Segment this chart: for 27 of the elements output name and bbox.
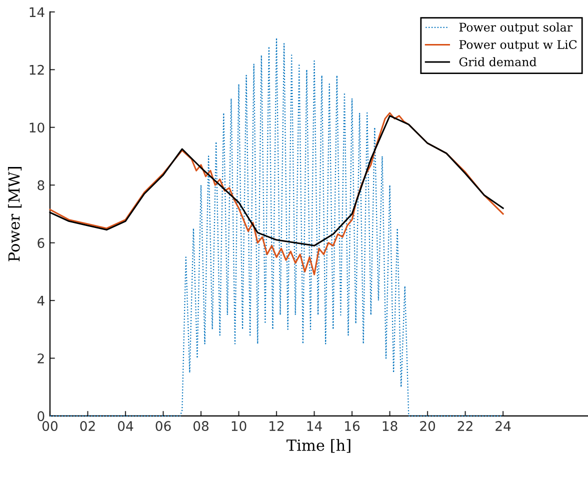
x-tick-label: 04 bbox=[118, 421, 134, 432]
x-tick-label: 20 bbox=[420, 421, 436, 432]
x-tick-label: 16 bbox=[345, 421, 360, 432]
y-axis-title: Power [MW] bbox=[8, 167, 22, 262]
x-tick-label: 14 bbox=[307, 421, 322, 431]
x-tick-label: 22 bbox=[458, 421, 472, 431]
x-tick-label: 18 bbox=[382, 421, 398, 432]
y-tick-label: 10 bbox=[30, 122, 44, 133]
legend-label: Power output solar bbox=[459, 22, 572, 34]
x-axis-title: Time [h] bbox=[286, 439, 350, 453]
x-tick-label: 12 bbox=[270, 421, 284, 431]
x-tick-label: 24 bbox=[496, 421, 511, 431]
legend-label: Grid demand bbox=[459, 57, 536, 66]
x-tick-label: 10 bbox=[232, 421, 246, 432]
y-tick-label: 12 bbox=[30, 64, 44, 75]
y-tick-label: 0 bbox=[38, 411, 44, 422]
x-tick-label: 08 bbox=[193, 421, 208, 432]
x-tick-label: 02 bbox=[80, 421, 95, 432]
legend-label: Power output w LiC bbox=[459, 40, 577, 52]
y-tick-label: 8 bbox=[38, 180, 44, 190]
y-tick-label: 4 bbox=[37, 296, 44, 306]
x-tick-label: 06 bbox=[156, 421, 171, 432]
y-tick-label: 6 bbox=[38, 238, 44, 248]
line-series bbox=[49, 112, 504, 276]
x-tick-label: 00 bbox=[42, 421, 58, 432]
y-tick-label: 2 bbox=[38, 353, 44, 364]
y-tick-label: 14 bbox=[30, 7, 44, 17]
